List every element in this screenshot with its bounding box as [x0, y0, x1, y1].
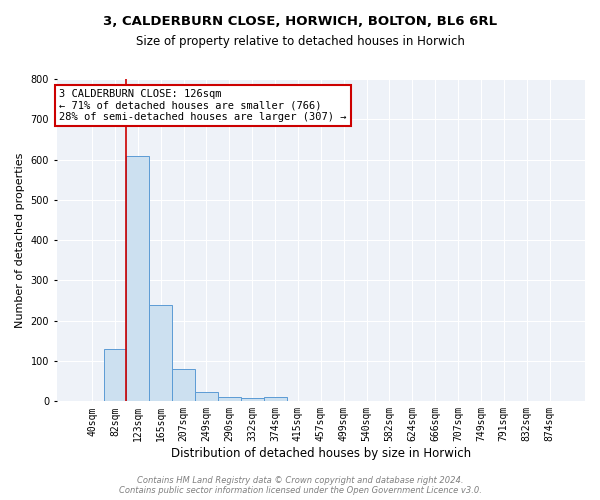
Bar	[172, 369, 195, 402]
X-axis label: Distribution of detached houses by size in Horwich: Distribution of detached houses by size …	[171, 447, 471, 460]
Bar	[149, 306, 172, 402]
Bar	[241, 398, 263, 402]
Text: Contains HM Land Registry data © Crown copyright and database right 2024.
Contai: Contains HM Land Registry data © Crown c…	[119, 476, 481, 495]
Text: Size of property relative to detached houses in Horwich: Size of property relative to detached ho…	[136, 35, 464, 48]
Bar	[218, 398, 241, 402]
Text: 3 CALDERBURN CLOSE: 126sqm
← 71% of detached houses are smaller (766)
28% of sem: 3 CALDERBURN CLOSE: 126sqm ← 71% of deta…	[59, 88, 347, 122]
Y-axis label: Number of detached properties: Number of detached properties	[15, 152, 25, 328]
Bar	[263, 398, 287, 402]
Bar	[195, 392, 218, 402]
Bar	[104, 349, 127, 402]
Text: 3, CALDERBURN CLOSE, HORWICH, BOLTON, BL6 6RL: 3, CALDERBURN CLOSE, HORWICH, BOLTON, BL…	[103, 15, 497, 28]
Bar	[127, 156, 149, 402]
